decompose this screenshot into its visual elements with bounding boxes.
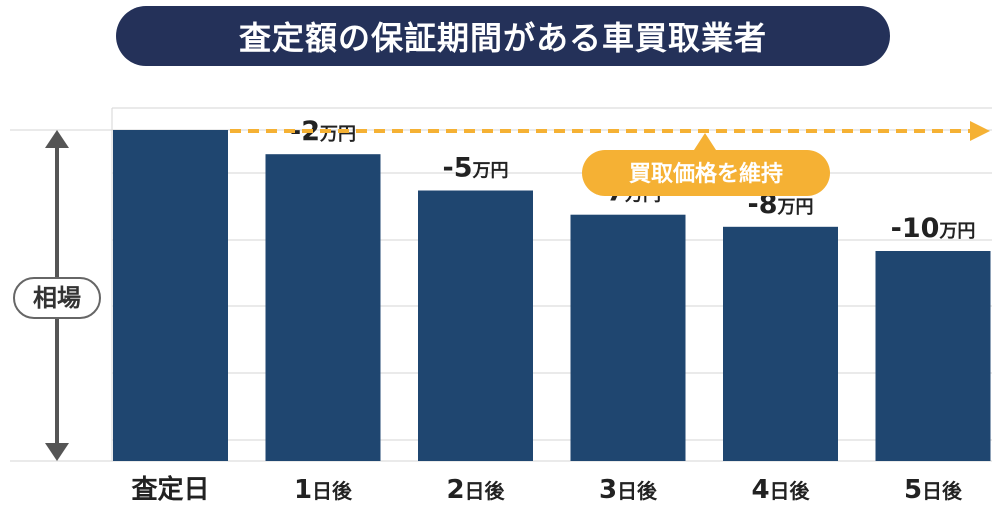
arrow-down-icon [45, 443, 69, 461]
bar [265, 154, 381, 461]
bar [113, 130, 228, 461]
chart-title-text: 査定額の保証期間がある車買取業者 [238, 19, 767, 57]
x-tick-label: 3日後 [599, 475, 658, 505]
x-tick-label: 5日後 [904, 475, 963, 505]
annotation-bubble [582, 150, 830, 196]
y-axis-label-pill [13, 277, 101, 319]
bar [570, 214, 686, 461]
x-tick-label: 査定日 [131, 474, 209, 505]
bar [875, 251, 991, 461]
y-axis-label: 相場 [33, 284, 81, 312]
arrow-up-icon [45, 130, 69, 148]
bar [723, 226, 838, 461]
bar [418, 190, 533, 461]
chart-title: 査定額の保証期間がある車買取業者 [116, 6, 890, 66]
arrow-right-icon [970, 121, 990, 141]
x-tick-label: 1日後 [294, 475, 353, 505]
data-label: -5万円 [443, 153, 509, 184]
x-tick-label: 2日後 [446, 475, 505, 505]
x-tick-label: 4日後 [751, 475, 810, 505]
data-label: -10万円 [891, 213, 976, 244]
annotation-text: 買取価格を維持 [629, 161, 783, 187]
annotation-pointer [694, 133, 716, 150]
